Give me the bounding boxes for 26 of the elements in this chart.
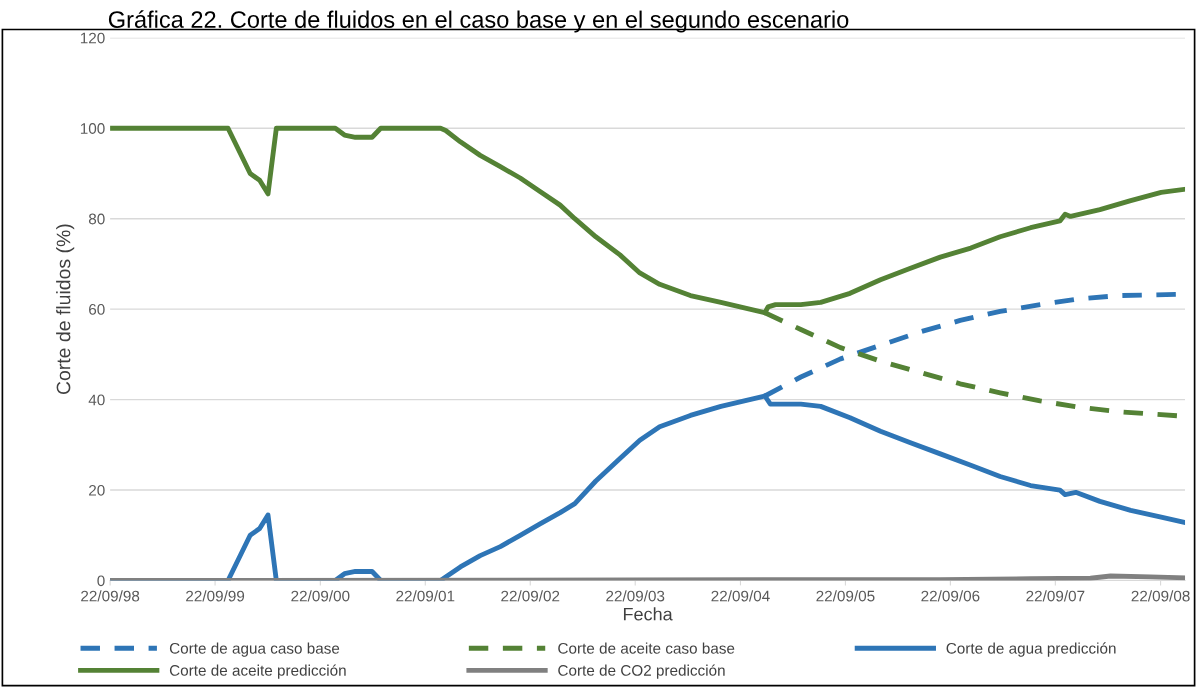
- y-tick-label: 0: [97, 575, 105, 587]
- y-tick-label: 120: [80, 32, 105, 44]
- y-tick-label: 60: [89, 304, 105, 315]
- legend-label: Corte de agua caso base: [169, 642, 340, 657]
- x-tick-label: 22/09/98: [81, 590, 140, 602]
- y-tick-label: 20: [89, 484, 105, 496]
- x-tick-label: 22/09/04: [711, 590, 770, 602]
- legend-label: Corte de CO2 predicción: [558, 664, 725, 679]
- x-tick-label: 22/09/08: [1131, 590, 1190, 602]
- y-tick-label: 100: [80, 123, 105, 134]
- legend-label: Corte de aceite predicción: [169, 664, 346, 679]
- x-tick-label: 22/09/05: [816, 590, 875, 602]
- x-tick-label: 22/09/06: [921, 590, 980, 602]
- legend-label: Corte de agua predicción: [946, 642, 1116, 657]
- legend-label: Corte de aceite caso base: [558, 642, 735, 654]
- x-tick-label: 22/09/03: [606, 590, 665, 602]
- y-tick-label: 40: [88, 394, 105, 406]
- y-axis-title: Corte de fluidos (%): [56, 224, 75, 395]
- x-tick-label: 22/09/00: [291, 590, 350, 602]
- x-tick-label: 22/09/99: [186, 590, 245, 602]
- x-axis-title: Fecha: [623, 607, 673, 621]
- y-tick-label: 80: [88, 213, 105, 225]
- x-tick-label: 22/09/01: [396, 590, 455, 602]
- x-tick-label: 22/09/02: [501, 590, 560, 602]
- x-tick-label: 22/09/07: [1026, 590, 1085, 602]
- chart-title: Gráfica 22. Corte de fluidos en el caso base y en el segundo escenario: [108, 10, 849, 33]
